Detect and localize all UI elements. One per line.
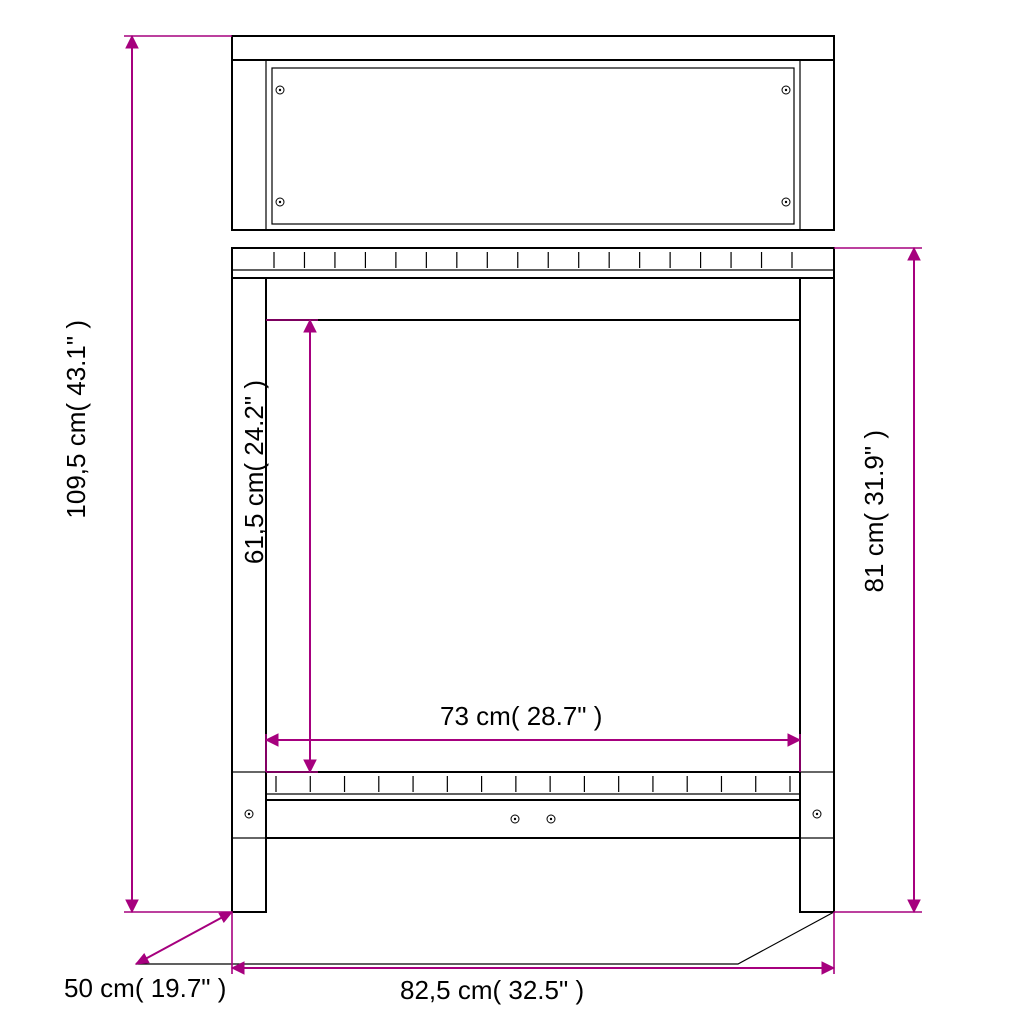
- dim-width-label: 82,5 cm( 32.5" ): [400, 976, 584, 1006]
- dim-inner-width-label: 73 cm( 28.7" ): [440, 702, 602, 732]
- dim-depth-label: 50 cm( 19.7" ): [64, 974, 226, 1004]
- dim-inner-height-label: 61,5 cm( 24.2" ): [240, 380, 270, 564]
- dim-total-height-label: 109,5 cm( 43.1" ): [62, 320, 92, 519]
- dim-table-height-label: 81 cm( 31.9" ): [860, 430, 890, 592]
